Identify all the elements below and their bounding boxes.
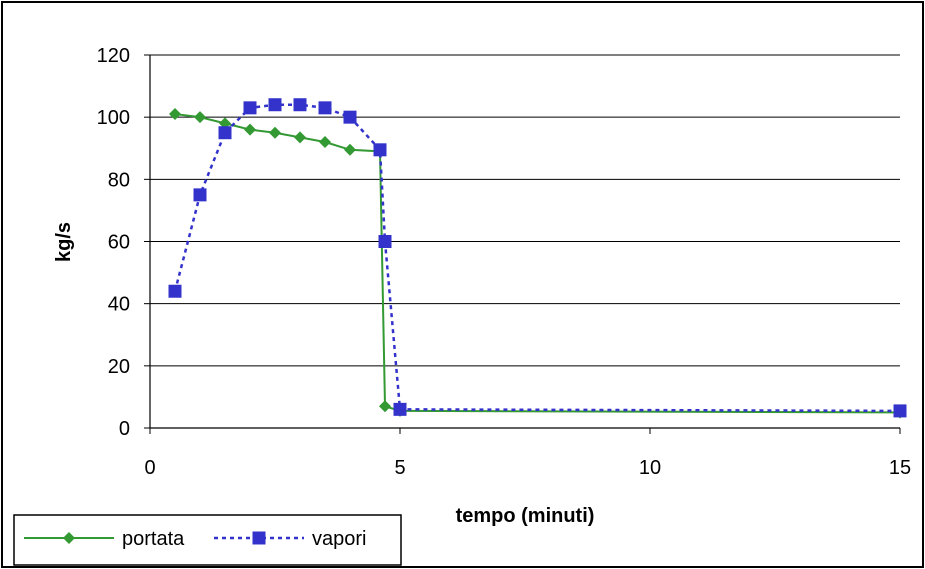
y-tick-label: 20	[108, 356, 130, 378]
gridlines	[150, 54, 900, 367]
y-tick-label: 60	[108, 232, 130, 254]
series-portata	[169, 108, 906, 419]
data-point	[294, 131, 306, 144]
y-tick-label: 100	[97, 107, 130, 129]
data-point	[343, 110, 357, 124]
x-tick-label: 0	[144, 457, 155, 479]
y-axis-title: kg/s	[53, 222, 75, 262]
series-line	[173, 103, 901, 413]
y-tick-label: 120	[97, 45, 130, 67]
series-line	[174, 113, 901, 414]
data-point	[243, 101, 257, 115]
x-tick-label: 15	[889, 457, 911, 479]
legend-swatch-marker	[63, 532, 75, 544]
data-point	[268, 98, 282, 112]
y-tick-label: 40	[108, 294, 130, 316]
data-point	[373, 143, 387, 157]
x-axis-title: tempo (minuti)	[456, 505, 595, 527]
data-point	[168, 284, 182, 298]
legend-label-vapori: vapori	[312, 528, 366, 550]
data-point	[893, 404, 907, 418]
axes	[144, 54, 901, 434]
data-point	[393, 402, 407, 416]
legend-label-portata: portata	[122, 528, 185, 550]
data-point	[378, 235, 392, 248]
data-point	[244, 123, 256, 136]
y-tick-label: 0	[119, 418, 130, 440]
data-point	[319, 136, 331, 149]
data-point	[169, 108, 181, 121]
data-point	[293, 98, 307, 112]
data-point	[318, 101, 332, 115]
series-vapori	[168, 98, 907, 418]
y-tick-label: 80	[108, 169, 130, 191]
tick-labels: 0 20 40 60 80 100 120 0 5 10 15	[97, 45, 912, 479]
data-point	[218, 126, 232, 140]
series-group	[168, 98, 907, 419]
data-point	[194, 111, 206, 124]
data-point	[193, 188, 207, 202]
data-point	[379, 400, 391, 413]
data-point	[344, 143, 356, 156]
x-tick-label: 5	[394, 457, 405, 479]
x-tick-label: 10	[639, 457, 661, 479]
legend-swatch-marker	[252, 531, 266, 545]
legend: portata vapori	[13, 514, 402, 566]
legend-box	[13, 514, 402, 566]
data-point	[269, 126, 281, 139]
